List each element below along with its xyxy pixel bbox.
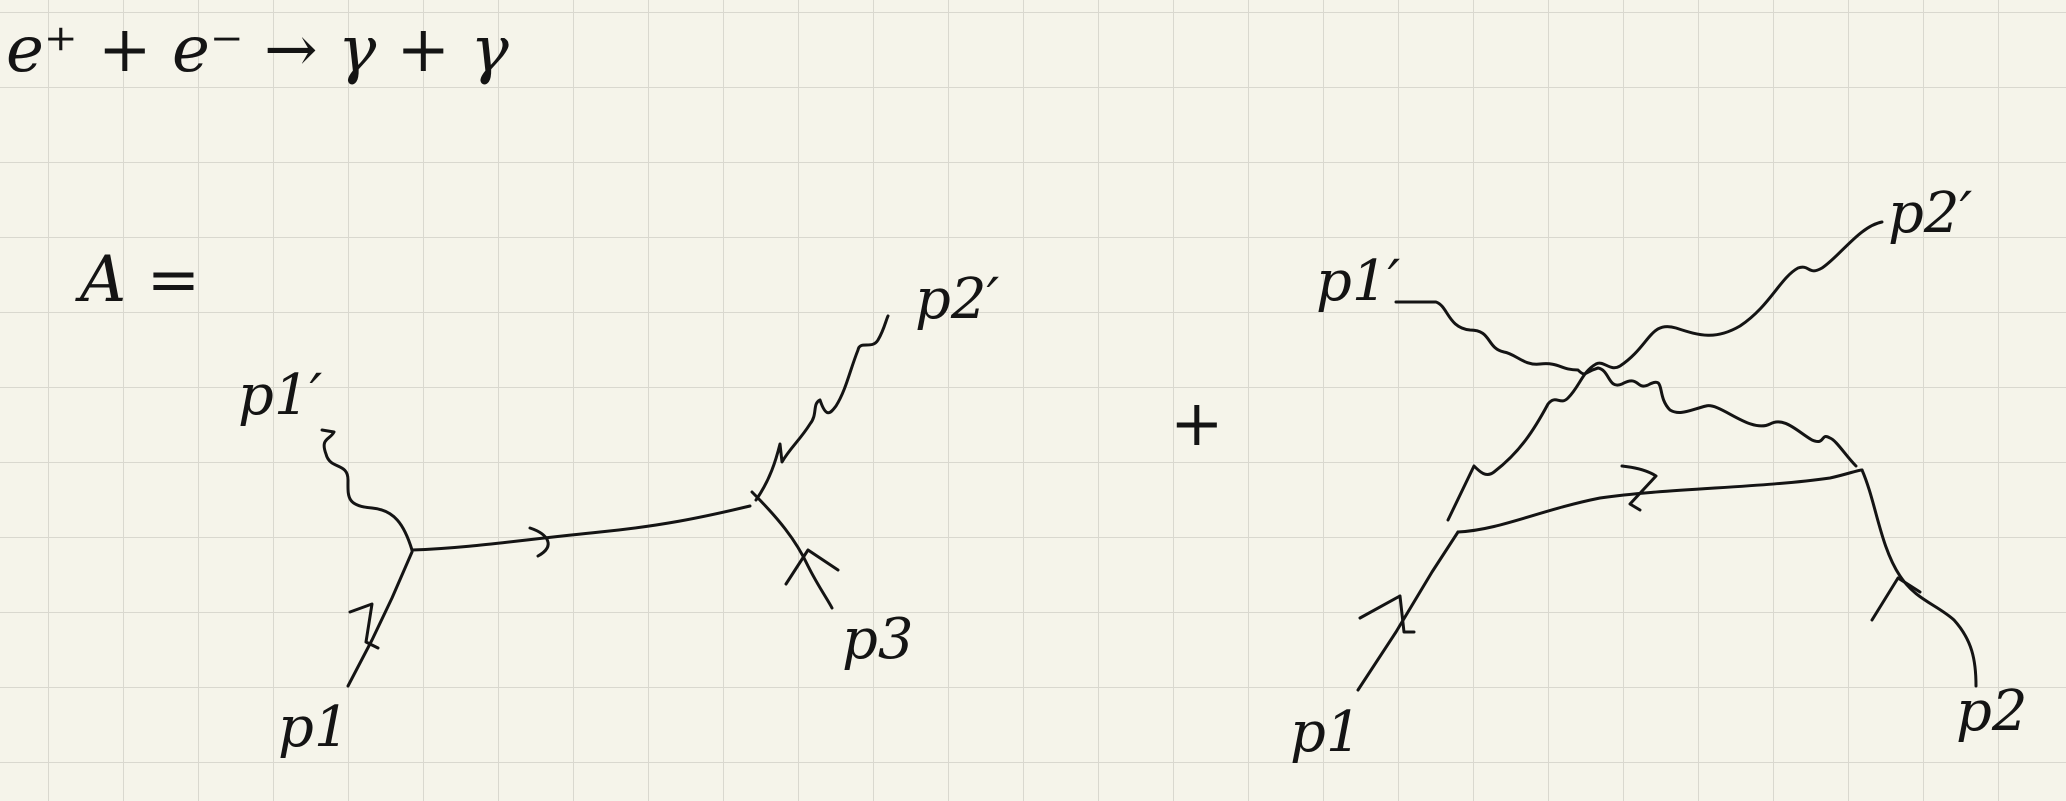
diagram1-photon-p2prime bbox=[754, 314, 890, 502]
diagram2-label-p1: p1 bbox=[1290, 700, 1362, 765]
diagram1-propagator bbox=[410, 504, 752, 552]
diagram1-outgoing-arrow bbox=[784, 548, 840, 586]
diagram1-label-p1-prime: p1′ bbox=[238, 363, 323, 428]
diagram2-propagator-arrow bbox=[1620, 464, 1658, 512]
diagram1 bbox=[320, 314, 890, 688]
diagram1-propagator-arrow bbox=[528, 526, 550, 558]
reaction-equation: e⁺ + e⁻ → γ + γ bbox=[6, 13, 509, 87]
diagram2-photon-p2prime bbox=[1446, 220, 1884, 522]
amplitude-label: A = bbox=[80, 243, 201, 317]
diagram2 bbox=[1356, 220, 1978, 692]
diagram1-incoming-arrow bbox=[348, 602, 380, 650]
diagram2-incoming-fermion bbox=[1356, 530, 1460, 692]
diagram2-outgoing-arrow bbox=[1870, 576, 1922, 622]
diagram2-label-p2-prime: p2′ bbox=[1888, 181, 1973, 246]
diagram2-photon-p1prime bbox=[1394, 300, 1858, 468]
diagram2-incoming-arrow bbox=[1358, 594, 1416, 634]
diagram2-propagator bbox=[1456, 468, 1864, 534]
diagram1-outgoing-fermion bbox=[750, 490, 834, 610]
diagram1-label-p3: p3 bbox=[842, 607, 914, 672]
diagram2-label-p1-prime: p1′ bbox=[1316, 249, 1401, 314]
diagram1-label-p1: p1 bbox=[278, 695, 350, 760]
diagram1-label-p2-prime: p2′ bbox=[915, 267, 1000, 332]
diagram1-incoming-fermion bbox=[346, 550, 414, 688]
plus-sign: + bbox=[1170, 387, 1224, 461]
diagram1-photon-p1prime bbox=[320, 428, 414, 552]
diagram2-label-p2: p2 bbox=[1956, 679, 2028, 744]
diagram2-outgoing-fermion bbox=[1860, 468, 1978, 688]
